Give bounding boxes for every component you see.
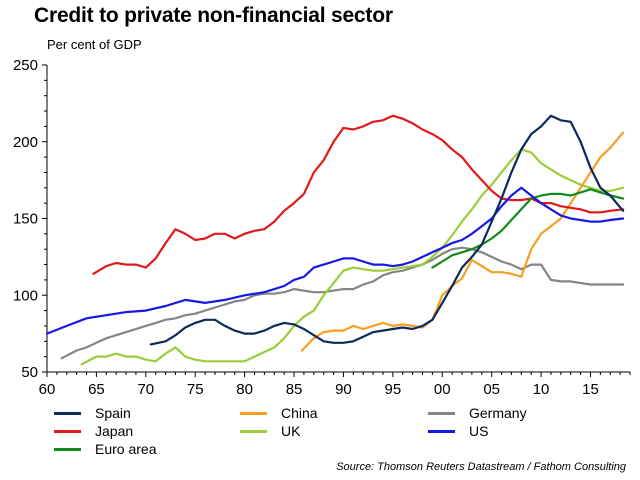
- legend-item-spain: Spain: [54, 404, 131, 422]
- y-tick-label: 100: [13, 287, 38, 304]
- series-line-euro-area: [431, 188, 625, 269]
- legend-item-germany: Germany: [428, 404, 527, 422]
- legend-label-germany: Germany: [469, 405, 527, 421]
- legend-label-euro-area: Euro area: [95, 441, 157, 457]
- legend-swatch-us: [428, 429, 455, 433]
- series-line-germany: [60, 246, 625, 360]
- series-line-uk: [80, 148, 625, 366]
- y-tick-label: 250: [13, 57, 38, 74]
- legend-label-uk: UK: [281, 423, 301, 439]
- x-tick-label: 95: [385, 381, 402, 398]
- legend-item-us: US: [428, 422, 488, 440]
- x-tick-label: 90: [335, 381, 352, 398]
- x-tick-label: 80: [236, 381, 253, 398]
- series-line-spain: [149, 114, 625, 346]
- legend-label-us: US: [469, 423, 489, 439]
- x-tick-label: 60: [39, 381, 56, 398]
- y-tick-label: 200: [13, 134, 38, 151]
- chart-title: Credit to private non-financial sector: [34, 4, 393, 27]
- axes-group: 50 100 150 200 250 60 65 70 75 80 85 90 95 00 05 10 15: [13, 57, 631, 398]
- legend-item-uk: UK: [240, 422, 300, 440]
- legend-swatch-germany: [428, 411, 455, 415]
- legend-label-japan: Japan: [95, 423, 134, 439]
- legend-swatch-china: [240, 411, 267, 415]
- legend-label-china: China: [281, 405, 318, 421]
- x-tick-label: 15: [582, 381, 599, 398]
- x-tick-label: 85: [286, 381, 303, 398]
- x-tick-label: 05: [483, 381, 500, 398]
- x-tick-label: 70: [137, 381, 154, 398]
- legend: Spain China Germany Japan UK US Euro are…: [54, 404, 614, 460]
- legend-swatch-uk: [240, 429, 267, 433]
- x-tick-label: 65: [88, 381, 105, 398]
- source-note: Source: Thomson Reuters Datastream / Fat…: [336, 461, 626, 473]
- legend-item-japan: Japan: [54, 422, 133, 440]
- legend-swatch-euro-area: [54, 447, 81, 451]
- y-tick-label: 50: [21, 364, 38, 381]
- x-tick-label: 10: [533, 381, 550, 398]
- legend-item-euro-area: Euro area: [54, 440, 156, 458]
- series-line-japan: [92, 114, 625, 275]
- legend-label-spain: Spain: [95, 405, 131, 421]
- series-line-us: [45, 186, 625, 335]
- x-tick-label: 75: [187, 381, 204, 398]
- legend-item-china: China: [240, 404, 318, 422]
- x-tick-label: 00: [434, 381, 451, 398]
- legend-swatch-japan: [54, 429, 81, 433]
- series-line-china: [300, 131, 625, 352]
- y-tick-label: 150: [13, 211, 38, 228]
- legend-swatch-spain: [54, 411, 81, 415]
- series-lines: [45, 114, 625, 366]
- y-axis-unit-label: Per cent of GDP: [47, 37, 142, 52]
